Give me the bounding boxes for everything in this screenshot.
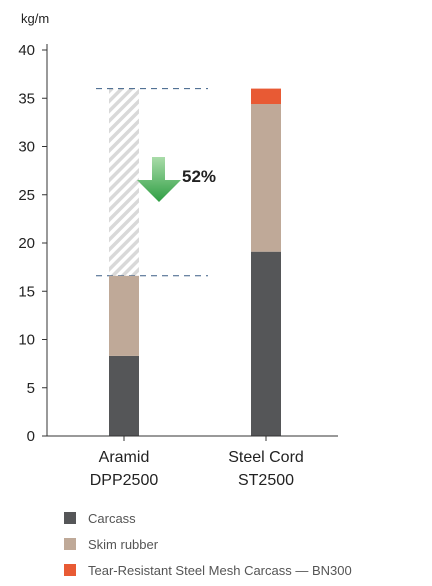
bar-chart: kg/m 0 5 10 15 20 25 30 35 40 Aramid DPP2500 Steel… bbox=[18, 11, 338, 489]
y-axis: 0 5 10 15 20 25 30 35 40 bbox=[18, 42, 48, 445]
bar-segment bbox=[251, 251, 281, 436]
y-tick-label: 25 bbox=[18, 187, 35, 204]
bar-segment bbox=[251, 104, 281, 252]
bar-segment bbox=[109, 355, 139, 436]
reduction-hatched-area bbox=[109, 88, 139, 276]
x-axis: Aramid DPP2500 Steel Cord ST2500 bbox=[47, 435, 338, 489]
y-tick-label: 15 bbox=[18, 283, 35, 300]
down-arrow-icon bbox=[137, 157, 181, 202]
legend-swatch-skim-rubber bbox=[64, 538, 76, 550]
y-tick-label: 35 bbox=[18, 90, 35, 107]
legend-label-carcass: Carcass bbox=[88, 510, 136, 526]
y-tick-label: 40 bbox=[18, 42, 35, 59]
y-tick-label: 20 bbox=[18, 235, 35, 252]
y-axis-label: kg/m bbox=[21, 11, 49, 26]
category-label-line1: Steel Cord bbox=[228, 449, 304, 466]
legend-swatch-steel-mesh bbox=[64, 564, 76, 576]
legend-label-skim-rubber: Skim rubber bbox=[88, 536, 159, 552]
y-tick-label: 30 bbox=[18, 139, 35, 156]
legend-swatch-carcass bbox=[64, 512, 76, 524]
legend: Carcass Skim rubber Tear-Resistant Steel… bbox=[64, 508, 352, 586]
legend-label-steel-mesh: Tear-Resistant Steel Mesh Carcass — BN30… bbox=[88, 562, 352, 578]
y-tick-label: 0 bbox=[27, 428, 35, 445]
legend-item-steel-mesh: Tear-Resistant Steel Mesh Carcass — BN30… bbox=[64, 560, 352, 580]
y-tick-label: 5 bbox=[27, 380, 35, 397]
reduction-annotation bbox=[96, 88, 208, 277]
reduction-percent-label: 52% bbox=[182, 167, 216, 186]
bars bbox=[109, 88, 281, 436]
category-label-line1: Aramid bbox=[99, 449, 150, 466]
legend-item-skim-rubber: Skim rubber bbox=[64, 534, 352, 554]
legend-item-carcass: Carcass bbox=[64, 508, 352, 528]
bar-segment bbox=[251, 88, 281, 105]
category-label-line2: DPP2500 bbox=[90, 472, 159, 489]
bar-segment bbox=[109, 275, 139, 356]
y-tick-label: 10 bbox=[18, 332, 35, 349]
category-label-line2: ST2500 bbox=[238, 472, 294, 489]
